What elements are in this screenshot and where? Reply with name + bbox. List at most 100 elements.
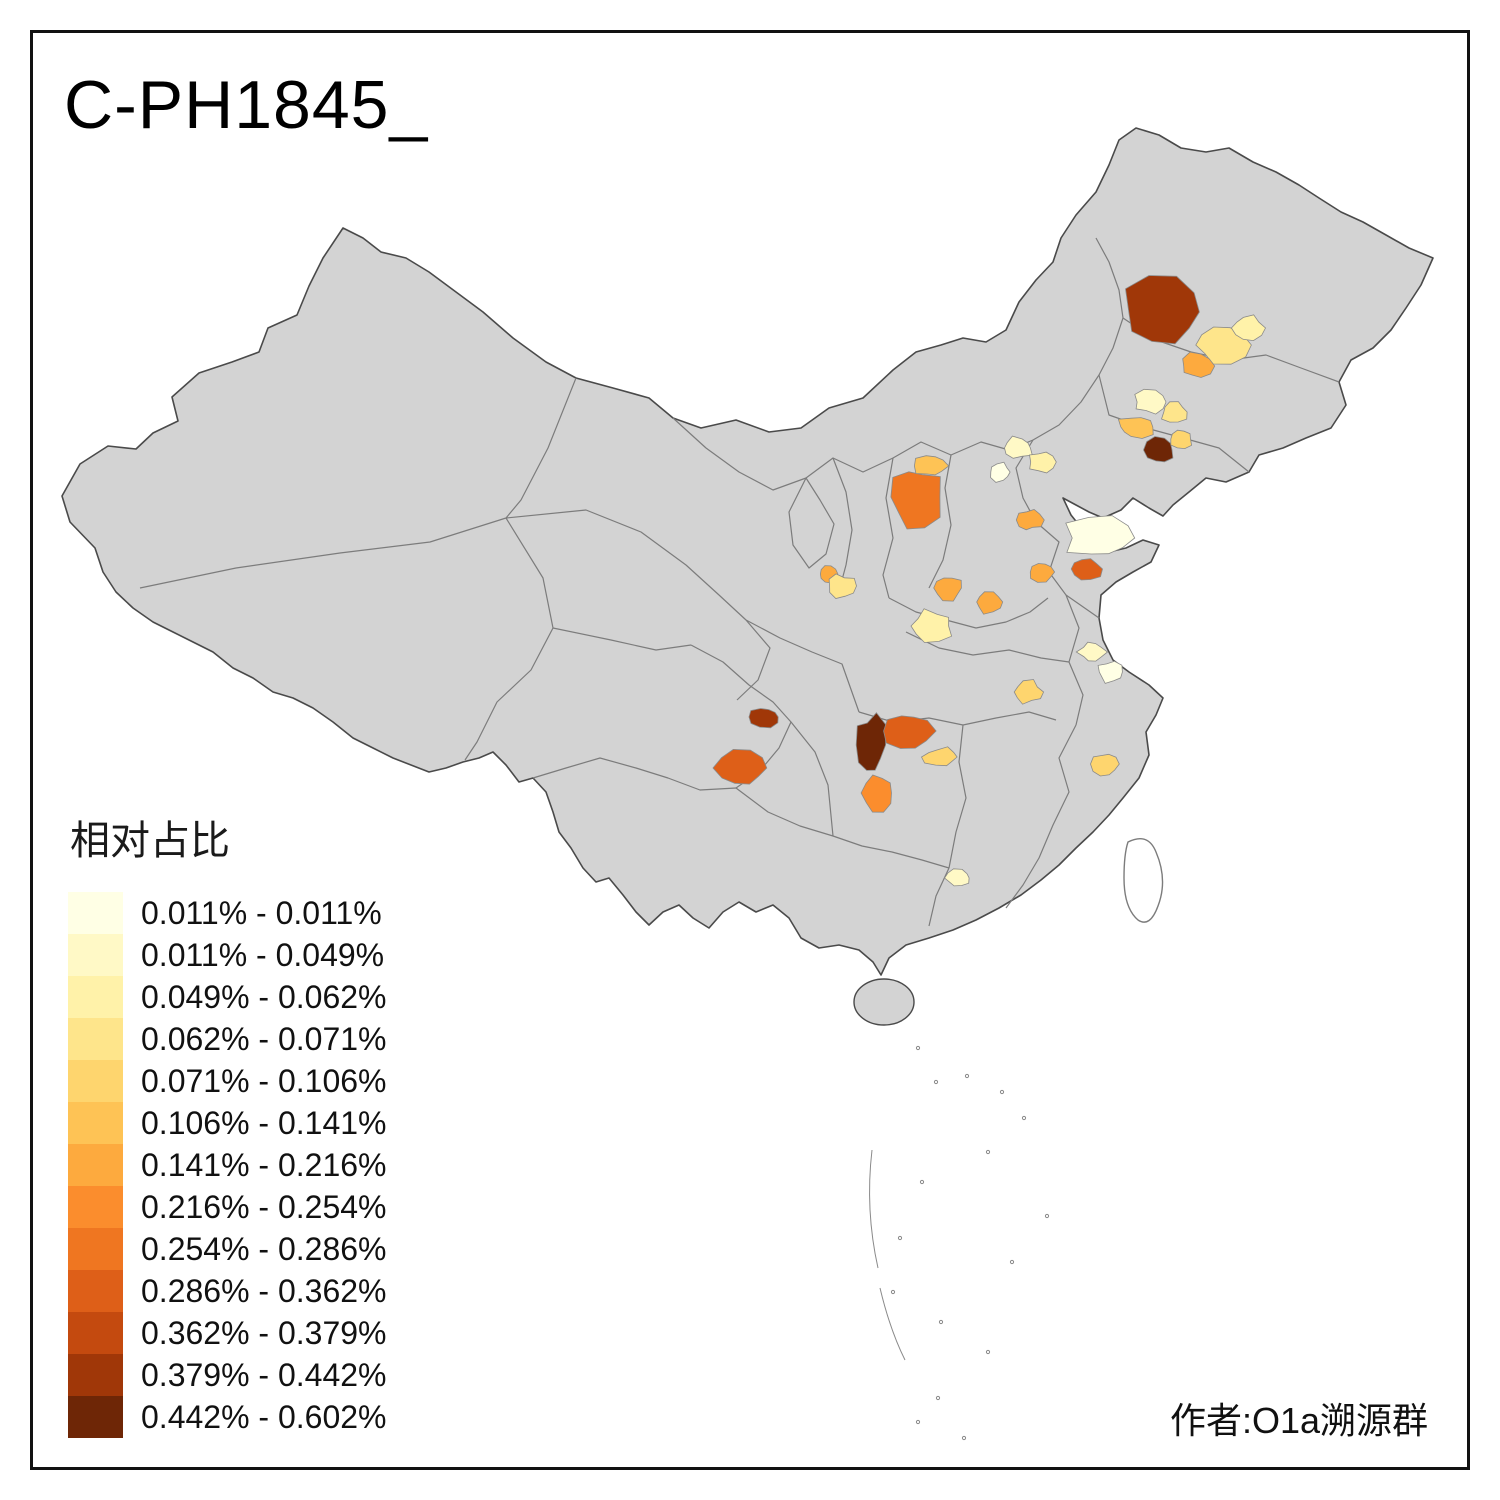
province-border	[905, 631, 1070, 663]
province-border	[745, 619, 860, 713]
province-border	[139, 517, 507, 589]
region-29	[855, 712, 886, 771]
region-20	[828, 573, 857, 599]
province-border	[1098, 374, 1250, 473]
legend-item: 0.286% - 0.362%	[68, 1270, 387, 1312]
province-border	[735, 787, 950, 869]
region-4	[1182, 351, 1216, 378]
legend-label: 0.011% - 0.011%	[141, 894, 382, 931]
legend-swatch	[68, 1354, 123, 1396]
legend-label: 0.049% - 0.062%	[141, 978, 387, 1015]
legend-item: 0.011% - 0.011%	[68, 892, 387, 934]
province-border	[532, 757, 737, 791]
legend-label: 0.442% - 0.602%	[141, 1398, 387, 1435]
region-16	[1029, 563, 1056, 583]
legend-label: 0.011% - 0.049%	[141, 936, 385, 973]
legend-swatch	[68, 1018, 123, 1060]
legend-label: 0.141% - 0.216%	[141, 1146, 387, 1183]
choropleth-regions	[712, 275, 1267, 887]
legend-items: 0.011% - 0.011% 0.011% - 0.049% 0.049% - 0…	[68, 892, 387, 1438]
legend-label: 0.106% - 0.141%	[141, 1104, 387, 1141]
legend-swatch	[68, 1312, 123, 1354]
province-border	[552, 627, 692, 651]
legend-label: 0.216% - 0.254%	[141, 1188, 387, 1225]
region-18	[1070, 558, 1103, 581]
legend-item: 0.071% - 0.106%	[68, 1060, 387, 1102]
province-border	[948, 724, 967, 869]
legend-swatch	[68, 1186, 123, 1228]
legend-swatch	[68, 934, 123, 976]
province-border	[1005, 724, 1077, 909]
legend-item: 0.049% - 0.062%	[68, 976, 387, 1018]
legend-item: 0.254% - 0.286%	[68, 1228, 387, 1270]
legend-item: 0.011% - 0.049%	[68, 934, 387, 976]
legend-swatch	[68, 1060, 123, 1102]
province-borders	[139, 237, 1340, 927]
region-34	[944, 868, 970, 887]
region-31	[860, 774, 892, 813]
region-23	[910, 608, 953, 643]
legend-swatch	[68, 1228, 123, 1270]
region-32	[920, 746, 958, 767]
legend-label: 0.362% - 0.379%	[141, 1314, 387, 1351]
region-5	[1134, 388, 1167, 415]
legend-item: 0.362% - 0.379%	[68, 1312, 387, 1354]
region-25	[1097, 660, 1123, 684]
legend-label: 0.254% - 0.286%	[141, 1230, 387, 1267]
region-3	[1230, 314, 1267, 342]
hainan-island	[853, 978, 915, 1026]
region-12	[990, 461, 1011, 483]
south-sea-islets	[869, 1045, 1050, 1441]
legend-label: 0.379% - 0.442%	[141, 1356, 387, 1393]
province-border	[832, 457, 853, 596]
region-21	[933, 577, 962, 602]
region-26	[1013, 679, 1045, 705]
legend-swatch	[68, 1396, 123, 1438]
province-border	[505, 509, 747, 621]
legend-item: 0.062% - 0.071%	[68, 1018, 387, 1060]
legend-swatch	[68, 1102, 123, 1144]
province-border	[928, 454, 952, 589]
region-9	[1170, 429, 1193, 450]
region-10	[1004, 435, 1033, 459]
province-border	[672, 417, 1034, 491]
legend-label: 0.071% - 0.106%	[141, 1062, 387, 1099]
legend-swatch	[68, 1144, 123, 1186]
legend-item: 0.141% - 0.216%	[68, 1144, 387, 1186]
legend-item: 0.442% - 0.602%	[68, 1396, 387, 1438]
legend-swatch	[68, 1270, 123, 1312]
region-27	[748, 708, 779, 729]
page-title: C-PH1845_	[64, 67, 429, 143]
legend-item: 0.379% - 0.442%	[68, 1354, 387, 1396]
region-8	[1143, 436, 1174, 463]
legend-label: 0.286% - 0.362%	[141, 1272, 387, 1309]
region-15	[1015, 509, 1045, 531]
province-border	[1032, 237, 1124, 441]
province-border	[464, 517, 554, 761]
province-border	[882, 457, 894, 599]
region-11	[1029, 451, 1057, 474]
region-22	[976, 591, 1004, 615]
region-6	[1161, 401, 1188, 423]
legend-swatch	[68, 892, 123, 934]
region-1	[1125, 275, 1200, 345]
taiwan-island	[1123, 838, 1164, 923]
region-14	[913, 455, 950, 476]
legend: 相对占比 0.011% - 0.011% 0.011% - 0.049% 0.049…	[68, 808, 387, 1438]
legend-item: 0.216% - 0.254%	[68, 1186, 387, 1228]
legend-item: 0.106% - 0.141%	[68, 1102, 387, 1144]
legend-label: 0.062% - 0.071%	[141, 1020, 387, 1057]
region-33	[1090, 753, 1120, 777]
province-border	[505, 377, 577, 519]
mainland-outline	[61, 127, 1434, 976]
region-13	[890, 471, 941, 530]
region-28	[712, 748, 768, 785]
attribution: 作者:O1a溯源群	[1169, 1400, 1428, 1441]
province-border	[790, 721, 834, 837]
region-7	[1117, 417, 1154, 439]
province-border	[736, 619, 771, 701]
region-24	[1075, 641, 1109, 662]
province-border	[788, 477, 835, 569]
